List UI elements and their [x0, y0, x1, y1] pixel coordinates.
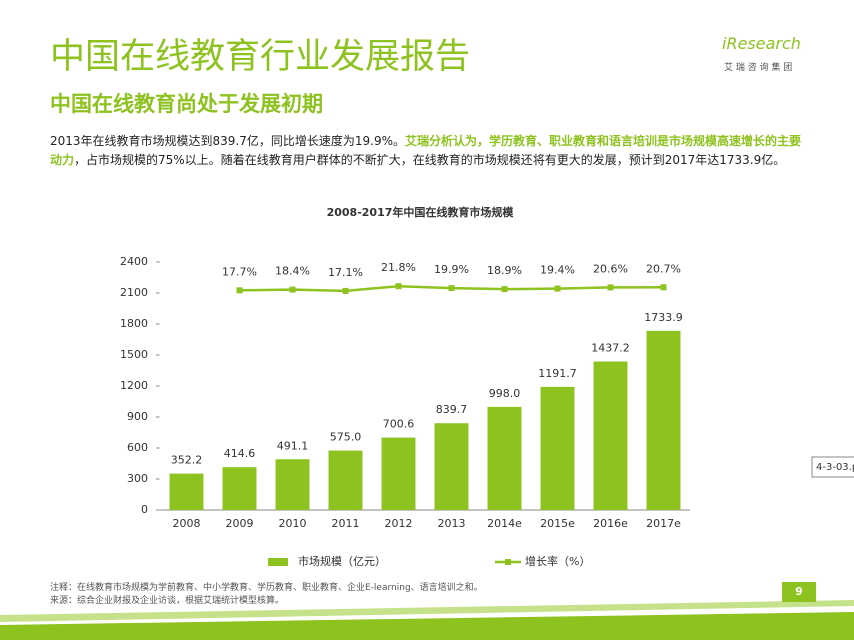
data-label: 839.7 [436, 403, 468, 416]
y-tick-label: 300 [127, 472, 148, 485]
data-label: 17.7% [222, 265, 257, 278]
data-label: 1733.9 [644, 311, 683, 324]
legend-label: 市场规模（亿元） [298, 554, 386, 568]
bar [275, 459, 310, 510]
decoration [0, 612, 854, 640]
x-tick-label: 2015e [540, 517, 575, 530]
x-tick-label: 2009 [226, 517, 254, 530]
data-label: 1437.2 [591, 341, 630, 354]
data-label: 17.1% [328, 266, 363, 279]
highlight: 艾瑞分析认为，学历教育、职业教育和语言培训是市场规模高速增长的主要动力 [50, 134, 802, 167]
bar [646, 330, 681, 510]
chart-title: 2008-2017年中国在线教育市场规模 [327, 205, 515, 219]
line-marker [236, 287, 243, 294]
data-label: 491.1 [277, 439, 309, 452]
data-label: 19.4% [540, 264, 575, 277]
x-tick-label: 2014e [487, 517, 522, 530]
data-label: 20.6% [593, 262, 628, 275]
y-tick-label: 1500 [120, 348, 148, 361]
y-tick-label: 1800 [120, 317, 148, 330]
title: 中国在线教育行业发展报告 [50, 37, 471, 77]
data-label: 700.6 [383, 418, 415, 431]
line-marker [395, 283, 402, 290]
bar [222, 467, 257, 510]
data-label: 21.8% [381, 261, 416, 274]
legend-swatch [505, 559, 511, 565]
line-marker [660, 284, 667, 291]
x-tick-label: 2011 [332, 517, 360, 530]
page-number: 9 [795, 585, 803, 598]
y-tick-label: 600 [127, 441, 148, 454]
data-label: 18.9% [487, 264, 522, 277]
x-tick-label: 2016e [593, 517, 628, 530]
logo: iResearch [722, 34, 801, 53]
line-marker [501, 286, 508, 293]
data-label: 575.0 [330, 431, 362, 444]
x-tick-label: 2008 [173, 517, 201, 530]
data-label: 18.4% [275, 265, 310, 278]
side-tab-label: 4-3-03.p [816, 462, 854, 473]
y-tick-label: 900 [127, 410, 148, 423]
data-label: 998.0 [489, 387, 521, 400]
line-marker [554, 285, 561, 292]
bar [434, 423, 469, 510]
x-tick-label: 2010 [279, 517, 307, 530]
legend-swatch [268, 558, 288, 566]
data-label: 20.7% [646, 262, 681, 275]
x-tick-label: 2013 [438, 517, 466, 530]
decoration [0, 600, 854, 622]
bar [540, 386, 575, 510]
line-marker [448, 285, 455, 292]
line-marker [342, 287, 349, 294]
data-label: 352.2 [171, 454, 203, 467]
bar [381, 437, 416, 510]
text: ，占市场规模的75%以上。随着在线教育用户群体的不断扩大，在线教育的市场规模还将… [74, 153, 786, 167]
data-label: 1191.7 [538, 367, 577, 380]
subtitle: 中国在线教育尚处于发展初期 [50, 92, 323, 116]
page-box [782, 582, 816, 602]
bar [487, 406, 522, 510]
y-tick-label: 2400 [120, 255, 148, 268]
y-tick-label: 2100 [120, 286, 148, 299]
legend-label: 增长率（%） [525, 554, 590, 568]
line-marker [607, 284, 614, 291]
data-label: 414.6 [224, 447, 256, 460]
note: 注释：在线教育市场规模为学前教育、中小学教育、学历教育、职业教育、企业E-lea… [50, 583, 483, 593]
x-tick-label: 2012 [385, 517, 413, 530]
bar [593, 361, 628, 510]
data-label: 19.9% [434, 263, 469, 276]
y-tick-label: 1200 [120, 379, 148, 392]
x-tick-label: 2017e [646, 517, 681, 530]
text: 2013年在线教育市场规模达到839.7亿，同比增长速度为19.9%。 [50, 134, 406, 148]
paragraph: 2013年在线教育市场规模达到839.7亿，同比增长速度为19.9%。艾瑞分析认… [50, 132, 810, 170]
bar [169, 473, 204, 510]
bar [328, 450, 363, 510]
logo-sub: 艾 瑞 咨 询 集 团 [724, 63, 793, 73]
y-tick-label: 0 [141, 503, 148, 516]
side-tab [811, 456, 854, 478]
line-marker [289, 286, 296, 293]
source: 来源：综合企业财报及企业访谈，根据艾瑞统计模型核算。 [50, 596, 285, 606]
